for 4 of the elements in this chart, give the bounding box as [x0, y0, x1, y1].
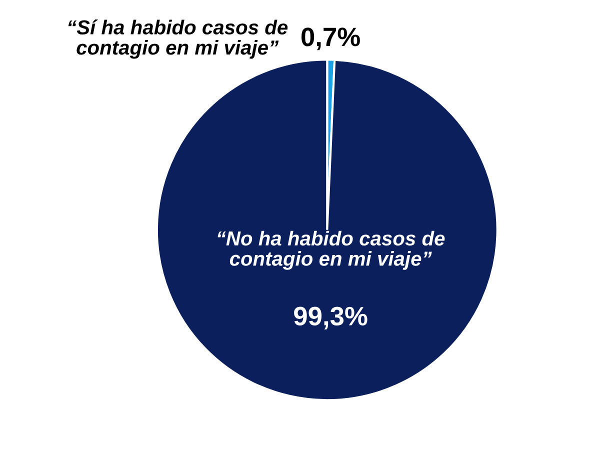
data-label: 0,7%: [302, 28, 360, 50]
slice-label: “No ha habido casos de contagio en mi viaje”: [218, 230, 445, 270]
data-label: 99,3%: [294, 306, 368, 330]
slice-label: “Sí ha habido casos de contagio en mi viaje”: [68, 20, 288, 59]
